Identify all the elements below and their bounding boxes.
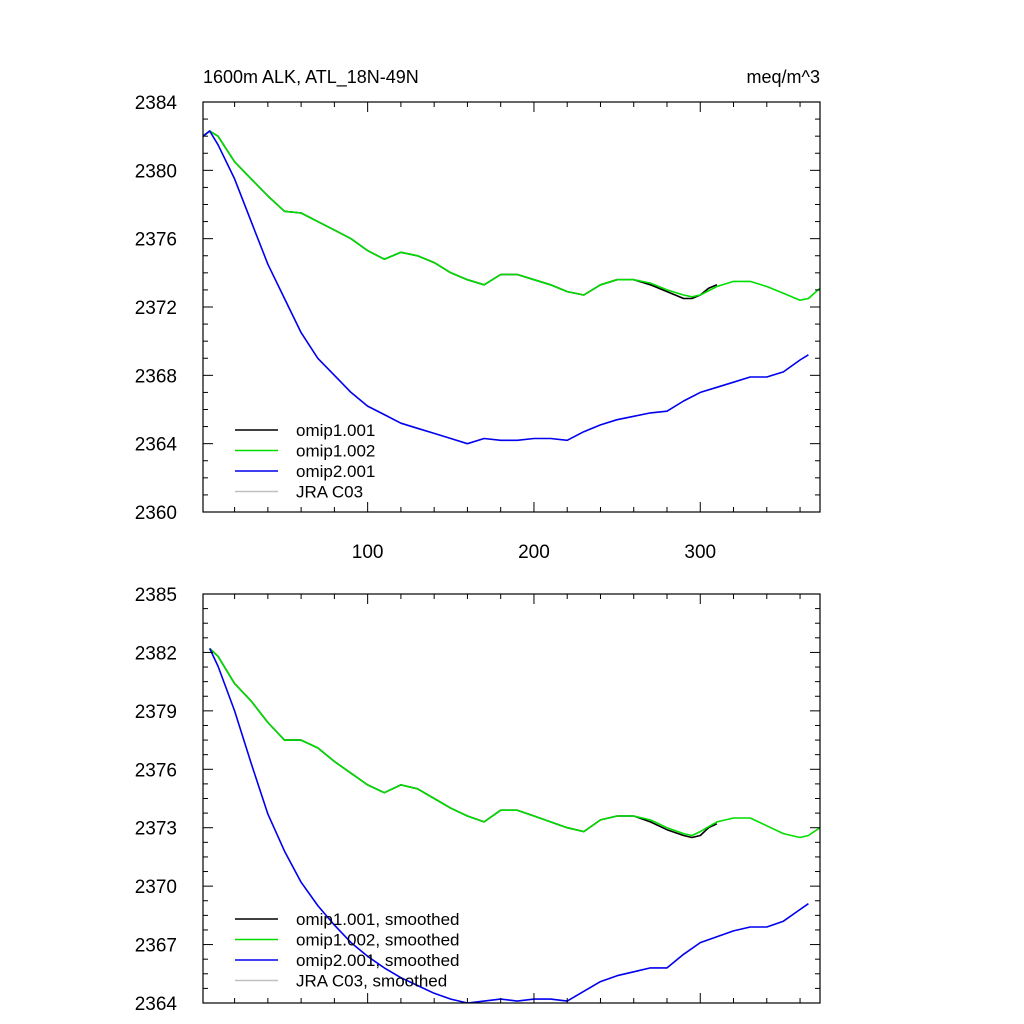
series-line-omip1-001-smoothed <box>209 647 718 839</box>
y-tick-label: 2373 <box>135 819 177 840</box>
y-tick-label: 2364 <box>135 994 178 1015</box>
y-tick-label: 2364 <box>135 435 178 456</box>
top-axes: 2360 2364 2368 2372 2376 2380 2384 100 200 300 <box>135 93 821 563</box>
y-tick-label: 2376 <box>135 230 177 251</box>
y-tick-label: 2372 <box>135 298 177 319</box>
y-tick-label: 2384 <box>135 93 178 114</box>
y-tick-label: 2379 <box>135 702 177 723</box>
bottom-panel: 2364 2367 2370 2373 2376 2379 2382 2385 omip1.0… <box>135 585 821 1015</box>
bottom-axes: 2364 2367 2370 2373 2376 2379 2382 2385 <box>135 585 821 1015</box>
legend-label: omip1.002 <box>296 442 375 461</box>
y-tick-label: 2380 <box>135 161 177 182</box>
y-tick-label: 2360 <box>135 503 177 524</box>
y-tick-label: 2376 <box>135 760 177 781</box>
y-tick-label: 2385 <box>135 585 177 606</box>
series-line-omip1-001 <box>203 130 718 300</box>
y-tick-label: 2367 <box>135 936 177 957</box>
x-tick-label: 300 <box>684 542 716 563</box>
legend-label: JRA C03, smoothed <box>296 972 447 991</box>
y-tick-label: 2370 <box>135 877 177 898</box>
series-line-omip1-002-smoothed <box>209 647 820 839</box>
y-tick-label: 2382 <box>135 643 177 664</box>
series-line-omip2-001 <box>203 130 809 445</box>
series-line-omip2-001-smoothed <box>208 648 809 1003</box>
legend-label: omip1.001, smoothed <box>296 910 460 929</box>
legend-label: JRA C03 <box>296 483 363 502</box>
x-tick-label: 100 <box>352 542 384 563</box>
legend-label: omip2.001 <box>296 462 375 481</box>
top-plot-area <box>203 130 820 445</box>
series-line-omip1-002 <box>203 130 820 301</box>
bottom-plot-area <box>208 647 820 1003</box>
x-tick-label: 200 <box>518 542 550 563</box>
units-label: meq/m^3 <box>747 67 820 87</box>
legend-label: omip1.001 <box>296 421 375 440</box>
bottom-legend: omip1.001, smoothed omip1.002, smoothedom… <box>235 910 460 991</box>
top-panel: 2360 2364 2368 2372 2376 2380 2384 100 200 300 om… <box>135 93 821 563</box>
y-tick-label: 2368 <box>135 366 177 387</box>
legend-label: omip1.002, smoothed <box>296 931 460 950</box>
chart-title: 1600m ALK, ATL_18N-49N <box>203 67 419 88</box>
legend-label: omip2.001, smoothed <box>296 951 460 970</box>
